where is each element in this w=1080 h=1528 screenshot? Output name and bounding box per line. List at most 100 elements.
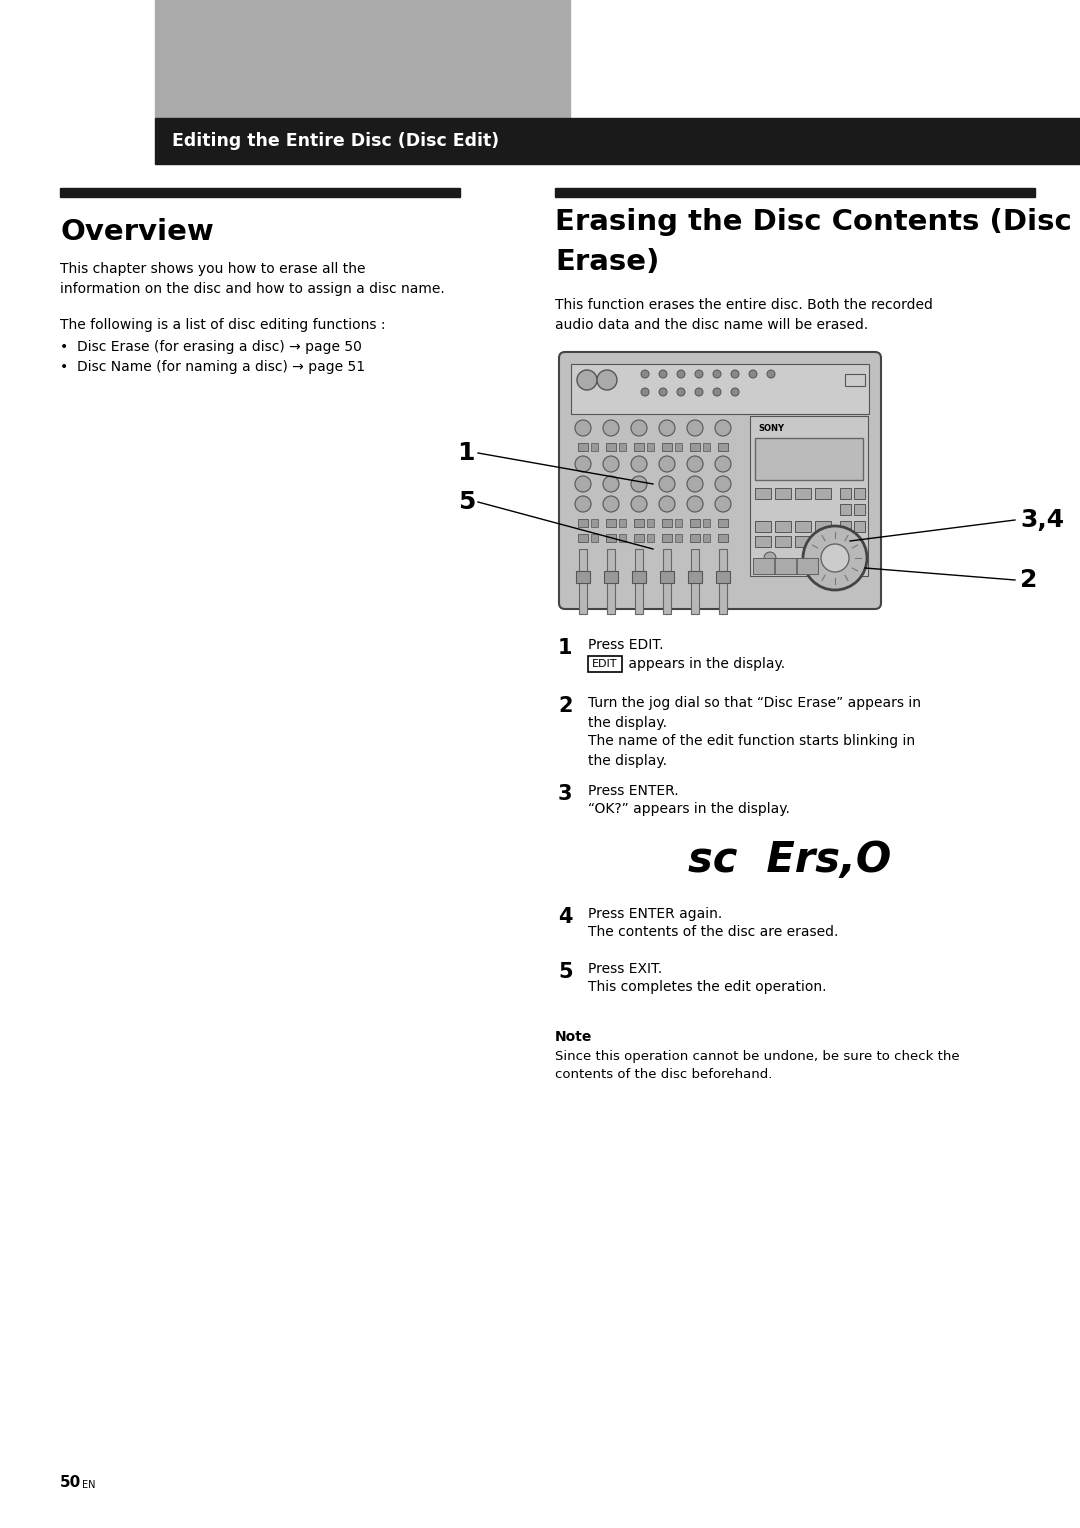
Circle shape (821, 544, 849, 571)
FancyBboxPatch shape (559, 351, 881, 610)
Text: The following is a list of disc editing functions :: The following is a list of disc editing … (60, 318, 386, 332)
Bar (815, 536, 831, 547)
Text: appears in the display.: appears in the display. (624, 657, 785, 671)
Circle shape (597, 370, 617, 390)
Circle shape (577, 370, 597, 390)
Text: Press EDIT.: Press EDIT. (588, 639, 663, 652)
Bar (663, 549, 671, 614)
Bar (690, 443, 700, 451)
Bar (703, 443, 710, 451)
Bar (854, 521, 865, 532)
Circle shape (659, 388, 667, 396)
Text: This chapter shows you how to erase all the
information on the disc and how to a: This chapter shows you how to erase all … (60, 261, 445, 296)
Circle shape (575, 455, 591, 472)
Text: 3,4: 3,4 (1020, 507, 1064, 532)
Text: 1: 1 (458, 442, 475, 465)
Bar (619, 520, 626, 527)
Circle shape (713, 388, 721, 396)
Bar (690, 533, 700, 542)
Bar (606, 533, 616, 542)
Bar (718, 520, 728, 527)
Bar (755, 521, 771, 532)
Circle shape (715, 477, 731, 492)
Circle shape (677, 370, 685, 377)
Circle shape (659, 370, 667, 377)
Bar (718, 443, 728, 451)
Bar (854, 504, 865, 515)
Bar (795, 487, 811, 500)
Text: 2: 2 (1020, 568, 1038, 591)
Bar (662, 520, 672, 527)
Text: 1: 1 (558, 639, 572, 659)
Bar (604, 571, 618, 584)
Bar (619, 533, 626, 542)
Bar (578, 443, 588, 451)
Bar (718, 533, 728, 542)
Text: 2: 2 (558, 695, 572, 717)
Circle shape (642, 388, 649, 396)
Circle shape (715, 420, 731, 435)
Bar (755, 439, 863, 480)
Bar (662, 533, 672, 542)
Text: Turn the jog dial so that “Disc Erase” appears in
the display.: Turn the jog dial so that “Disc Erase” a… (588, 695, 921, 729)
Text: “OK?” appears in the display.: “OK?” appears in the display. (588, 802, 789, 816)
Text: EDIT: EDIT (592, 659, 618, 669)
Text: 3: 3 (558, 784, 572, 804)
Bar (753, 558, 774, 575)
Bar (591, 443, 598, 451)
Text: Press ENTER again.: Press ENTER again. (588, 908, 723, 921)
Text: The name of the edit function starts blinking in
the display.: The name of the edit function starts bli… (588, 733, 915, 767)
Bar (703, 533, 710, 542)
Circle shape (603, 497, 619, 512)
Circle shape (631, 420, 647, 435)
Bar (634, 443, 644, 451)
Bar (775, 558, 796, 575)
Bar (607, 549, 615, 614)
Bar (634, 520, 644, 527)
Circle shape (713, 370, 721, 377)
Bar (750, 416, 868, 576)
Text: •  Disc Name (for naming a disc) → page 51: • Disc Name (for naming a disc) → page 5… (60, 361, 365, 374)
Text: This function erases the entire disc. Both the recorded
audio data and the disc : This function erases the entire disc. Bo… (555, 298, 933, 332)
Circle shape (575, 477, 591, 492)
Bar (840, 536, 851, 547)
Bar (591, 520, 598, 527)
Bar (662, 443, 672, 451)
Circle shape (575, 497, 591, 512)
Bar (660, 571, 674, 584)
Bar (675, 443, 681, 451)
Bar (845, 374, 865, 387)
Text: Since this operation cannot be undone, be sure to check the
contents of the disc: Since this operation cannot be undone, b… (555, 1050, 960, 1082)
Bar (576, 571, 590, 584)
Bar (578, 520, 588, 527)
Bar (716, 571, 730, 584)
Circle shape (750, 370, 757, 377)
Circle shape (696, 388, 703, 396)
Bar (775, 487, 791, 500)
FancyBboxPatch shape (588, 656, 622, 672)
Bar (775, 521, 791, 532)
Bar (619, 443, 626, 451)
Bar (840, 487, 851, 500)
Bar (795, 521, 811, 532)
Circle shape (631, 497, 647, 512)
Text: The contents of the disc are erased.: The contents of the disc are erased. (588, 924, 838, 940)
Text: Erase): Erase) (555, 248, 660, 277)
Text: 50: 50 (60, 1475, 81, 1490)
Text: sc  Ers,O: sc Ers,O (688, 839, 892, 882)
Circle shape (603, 477, 619, 492)
Bar (797, 558, 818, 575)
Bar (156, 0, 570, 118)
Bar (647, 533, 654, 542)
Bar (635, 549, 643, 614)
Circle shape (687, 455, 703, 472)
Text: This completes the edit operation.: This completes the edit operation. (588, 979, 826, 995)
Circle shape (764, 552, 777, 564)
Bar (578, 533, 588, 542)
Bar (755, 536, 771, 547)
Bar (815, 521, 831, 532)
Bar (755, 487, 771, 500)
Text: Erasing the Disc Contents (Disc: Erasing the Disc Contents (Disc (555, 208, 1071, 235)
Bar (156, 118, 1080, 163)
Bar (840, 504, 851, 515)
